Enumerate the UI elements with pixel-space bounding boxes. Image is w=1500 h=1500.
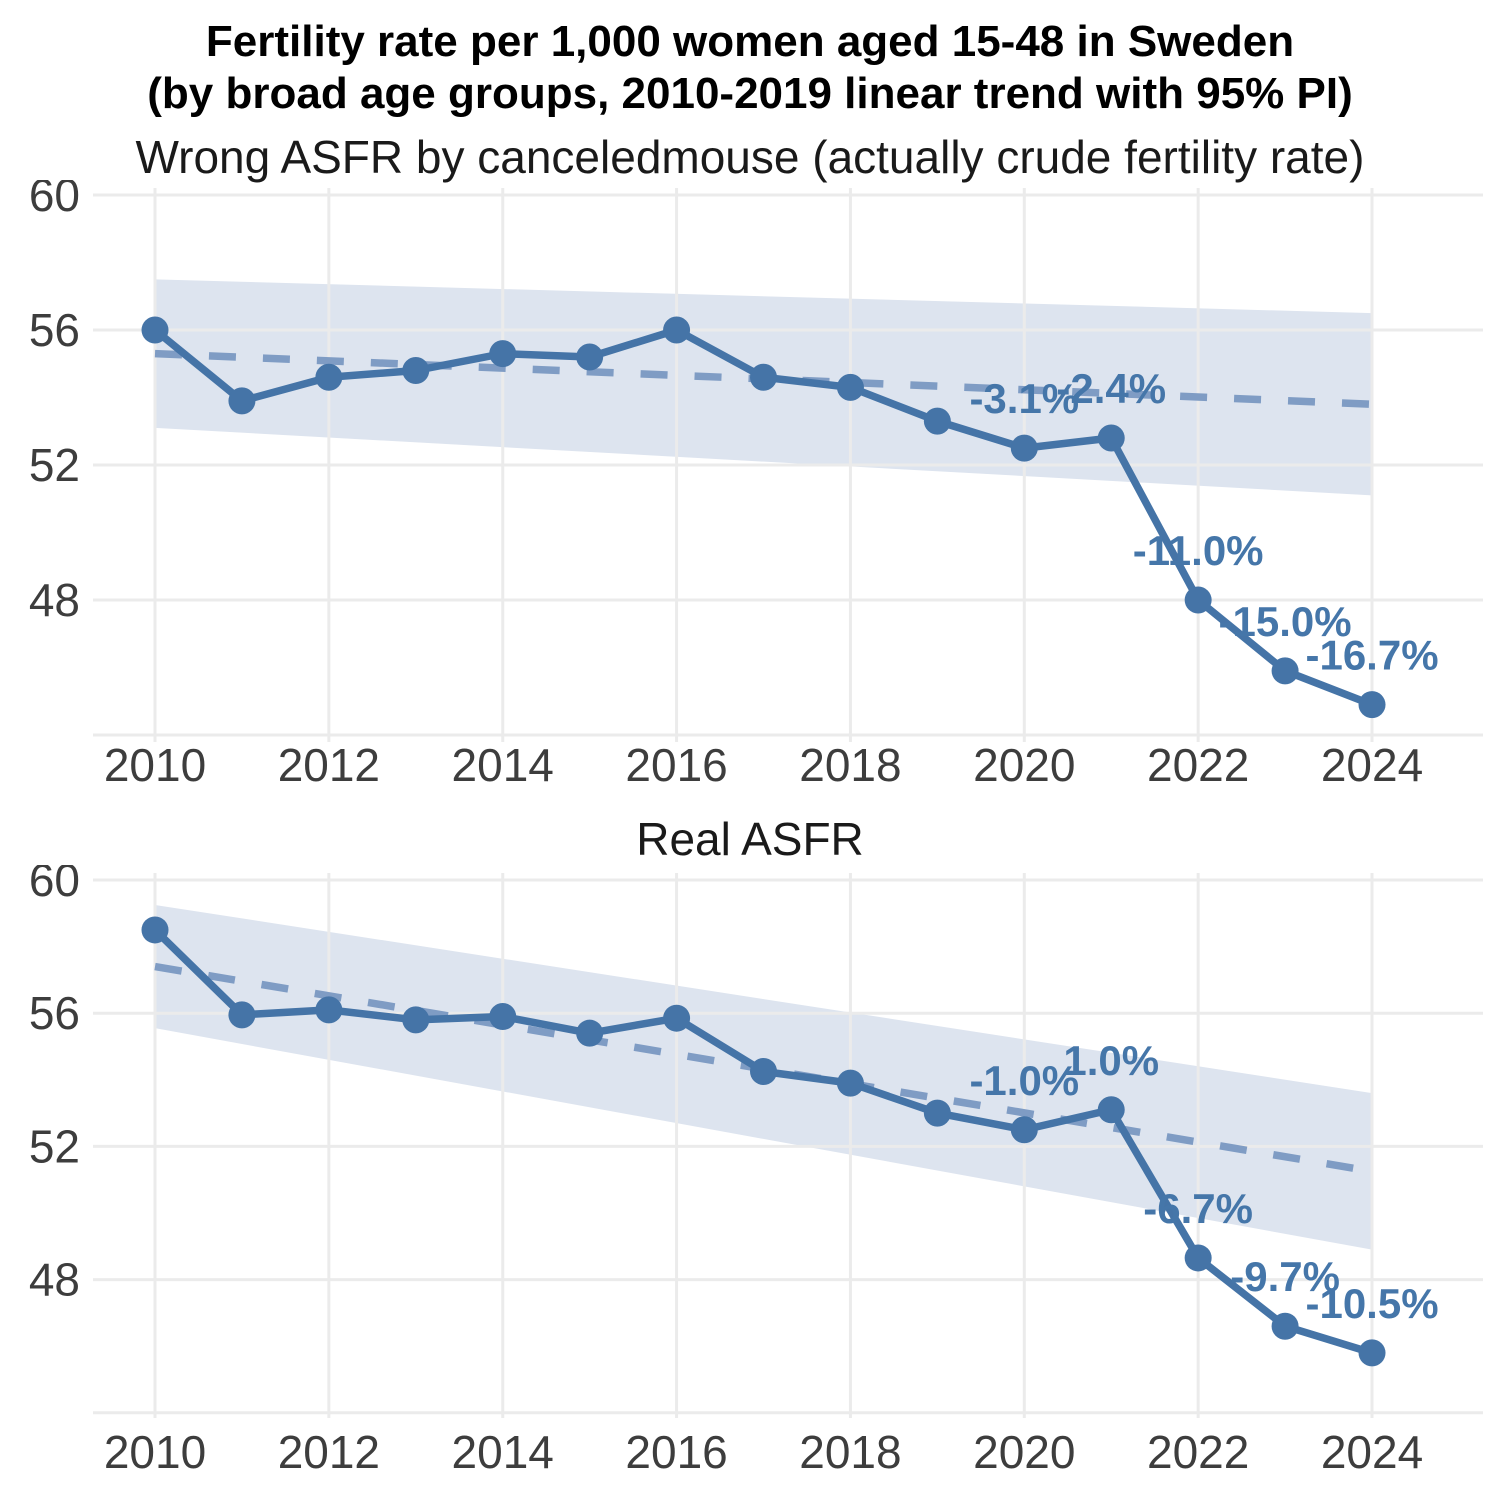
x-tick-2024: 2024	[1321, 739, 1423, 791]
chart-title-line1: Fertility rate per 1,000 women aged 15-4…	[205, 17, 1295, 66]
y-tick-48: 48	[29, 574, 80, 626]
y-tick-56: 56	[29, 304, 80, 356]
x-tick-2018: 2018	[799, 1426, 901, 1478]
x-tick-2020: 2020	[973, 739, 1075, 791]
annotation-2022: -6.7%	[1143, 1185, 1253, 1232]
percent-annotations: -3.1%-2.4% -11.0% -15.0%-16.7%	[969, 365, 1438, 679]
y-tick-52: 52	[29, 1120, 80, 1172]
data-point-markers	[141, 916, 1386, 1367]
annotation-2021: 1.0%	[1063, 1037, 1159, 1084]
panel-title-real-asfr: Real ASFR	[636, 813, 864, 865]
y-tick-60: 60	[29, 180, 80, 221]
annotation-2022: -11.0%	[1133, 527, 1264, 574]
y-axis-tick-labels: 60 56 52 48	[29, 180, 80, 626]
annotation-2021: -2.4%	[1056, 365, 1166, 412]
x-tick-2012: 2012	[278, 1426, 380, 1478]
x-axis-tick-labels: 2010 2012 2014 2016 2018 2020 2022 2024	[104, 1426, 1423, 1478]
wrong-asfr-chart: -3.1%-2.4% -11.0% -15.0%-16.7% 60 56 52 48 2010…	[29, 180, 1483, 791]
x-tick-2014: 2014	[452, 1426, 554, 1478]
x-tick-2010: 2010	[104, 1426, 206, 1478]
annotation-2023: -15.0%	[1219, 598, 1352, 645]
x-tick-2018: 2018	[799, 739, 901, 791]
annotation-2020: -1.0%	[969, 1057, 1079, 1104]
x-tick-2010: 2010	[104, 739, 206, 791]
percent-annotations: -1.0%1.0% -6.7% -9.7%-10.5%	[969, 1037, 1438, 1327]
annotation-2024: -10.5%	[1305, 1280, 1438, 1327]
y-tick-60: 60	[29, 865, 80, 906]
x-tick-2016: 2016	[625, 739, 727, 791]
y-tick-56: 56	[29, 987, 80, 1039]
x-axis-tick-labels: 2010 2012 2014 2016 2018 2020 2022 2024	[104, 739, 1423, 791]
gridlines	[93, 188, 1483, 742]
annotation-2023: -9.7%	[1230, 1253, 1340, 1300]
annotation-2024: -16.7%	[1305, 632, 1438, 679]
x-tick-2022: 2022	[1147, 739, 1249, 791]
y-tick-48: 48	[29, 1254, 80, 1306]
y-tick-52: 52	[29, 439, 80, 491]
x-tick-2022: 2022	[1147, 1426, 1249, 1478]
x-tick-2020: 2020	[973, 1426, 1075, 1478]
x-tick-2012: 2012	[278, 739, 380, 791]
x-tick-2016: 2016	[625, 1426, 727, 1478]
panel-title-wrong-asfr: Wrong ASFR by canceledmouse (actually cr…	[135, 131, 1365, 183]
x-tick-2014: 2014	[452, 739, 554, 791]
annotation-2020: -3.1%	[969, 375, 1079, 422]
data-point-markers	[141, 316, 1386, 719]
chart-title-line2: (by broad age groups, 2010-2019 linear t…	[147, 69, 1353, 118]
y-axis-tick-labels: 60 56 52 48	[29, 865, 80, 1306]
x-tick-2024: 2024	[1321, 1426, 1423, 1478]
chart-main-title: Fertility rate per 1,000 women aged 15-4…	[0, 16, 1500, 120]
